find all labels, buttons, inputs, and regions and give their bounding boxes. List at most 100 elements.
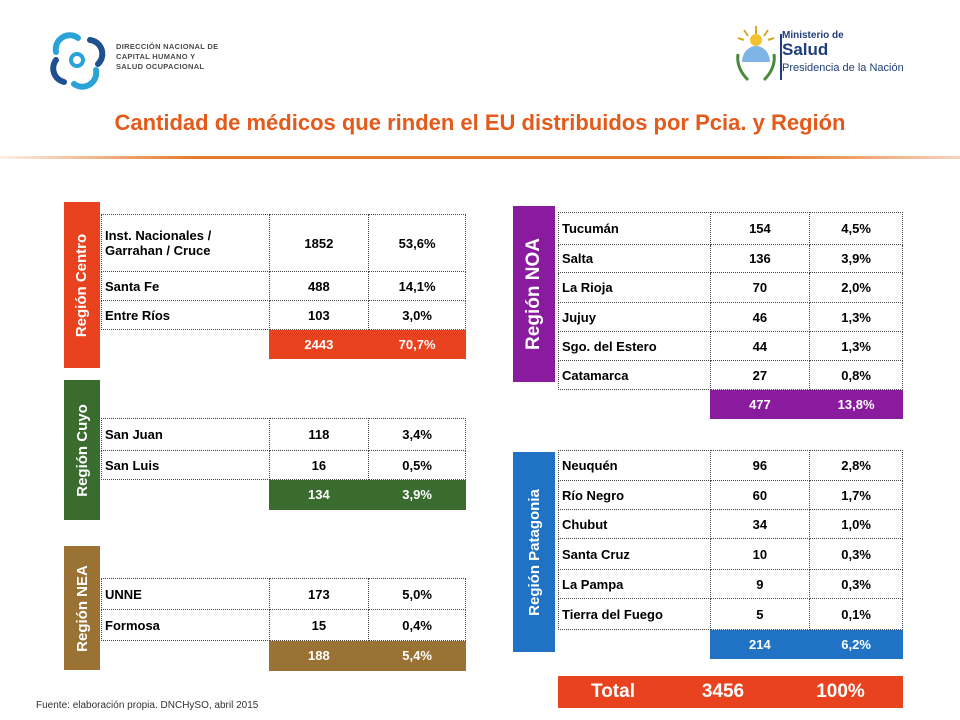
table-row: Entre Ríos 103 3,0%	[101, 300, 466, 330]
doctor-count: 173	[268, 578, 370, 610]
table-row: La Pampa 9 0,3%	[558, 569, 903, 599]
ministerio-salud-logo: Ministerio de Salud Presidencia de la Na…	[734, 24, 934, 88]
percentage: 0,4%	[368, 609, 466, 641]
percentage: 2,8%	[809, 450, 903, 481]
table-row: La Rioja 70 2,0%	[558, 272, 903, 303]
doctor-count: 27	[709, 360, 811, 390]
coat-of-arms-icon	[736, 26, 776, 82]
percentage: 3,0%	[368, 300, 466, 330]
doctor-count: 488	[268, 271, 370, 301]
table-row: Sgo. del Estero 44 1,3%	[558, 331, 903, 361]
logo-right-line-3: Presidencia de la Nación	[782, 62, 904, 74]
province-name: Formosa	[101, 609, 270, 641]
region-nea-label: Región NEA	[64, 546, 100, 670]
doctor-count: 103	[268, 300, 370, 330]
percentage: 2,0%	[809, 272, 903, 303]
province-name: Río Negro	[558, 480, 711, 510]
table-row: Chubut 34 1,0%	[558, 509, 903, 539]
doctor-count: 46	[709, 302, 811, 332]
percentage: 0,5%	[368, 450, 466, 480]
province-name: Inst. Nacionales / Garrahan / Cruce	[101, 214, 270, 272]
doctor-count: 1852	[268, 214, 370, 272]
subtotal-pct: 5,4%	[368, 640, 466, 671]
subtotal-count: 134	[269, 479, 369, 510]
subtotal-pct: 70,7%	[368, 329, 466, 359]
doctor-count: 118	[268, 418, 370, 451]
doctor-count: 9	[709, 569, 811, 599]
province-name: La Rioja	[558, 272, 711, 303]
table-region-nea: UNNE 173 5,0% Formosa 15 0,4% 188 5,4%	[101, 578, 466, 671]
grand-total-pct: 100%	[816, 681, 865, 702]
table-row: Tucumán 154 4,5%	[558, 212, 903, 245]
dnchyso-emblem-icon	[50, 32, 106, 90]
subtotal-row: 214 6,2%	[559, 629, 903, 659]
logo-right-line-2: Salud	[782, 40, 829, 59]
percentage: 14,1%	[368, 271, 466, 301]
region-patagonia-label: Región Patagonia	[513, 452, 555, 652]
table-row: Catamarca 27 0,8%	[558, 360, 903, 390]
subtotal-row: 477 13,8%	[559, 389, 903, 419]
province-name: Catamarca	[558, 360, 711, 390]
dnchyso-logo: DIRECCIÓN NACIONAL DE CAPITAL HUMANO Y S…	[44, 28, 244, 92]
percentage: 3,9%	[809, 244, 903, 273]
table-row: Río Negro 60 1,7%	[558, 480, 903, 510]
table-row: Salta 136 3,9%	[558, 244, 903, 273]
region-cuyo-label: Región Cuyo	[64, 380, 100, 520]
grand-total-label: Total	[591, 681, 635, 702]
province-name: Salta	[558, 244, 711, 273]
percentage: 4,5%	[809, 212, 903, 245]
table-row: Santa Cruz 10 0,3%	[558, 538, 903, 570]
table-row: Tierra del Fuego 5 0,1%	[558, 598, 903, 630]
subtotal-pct: 13,8%	[809, 389, 903, 419]
logo-left-line-3: SALUD OCUPACIONAL	[116, 62, 205, 71]
grand-total-count: 3456	[701, 681, 745, 702]
province-name: Jujuy	[558, 302, 711, 332]
percentage: 53,6%	[368, 214, 466, 272]
subtotal-pct: 3,9%	[368, 479, 466, 510]
province-name: Neuquén	[558, 450, 711, 481]
doctor-count: 16	[268, 450, 370, 480]
province-name: San Juan	[101, 418, 270, 451]
logo-left-line-1: DIRECCIÓN NACIONAL DE	[116, 42, 219, 51]
table-row: San Juan 118 3,4%	[101, 418, 466, 451]
table-region-noa: Tucumán 154 4,5% Salta 136 3,9% La Rioja 70 2,0%…	[558, 212, 903, 419]
region-centro-label: Región Centro	[64, 202, 100, 368]
doctor-count: 60	[709, 480, 811, 510]
percentage: 1,3%	[809, 302, 903, 332]
doctor-count: 70	[709, 272, 811, 303]
doctor-count: 154	[709, 212, 811, 245]
percentage: 1,0%	[809, 509, 903, 539]
province-name: Sgo. del Estero	[558, 331, 711, 361]
province-name: UNNE	[101, 578, 270, 610]
percentage: 0,3%	[809, 569, 903, 599]
subtotal-row: 134 3,9%	[102, 479, 466, 510]
region-noa-label: Región NOA	[513, 206, 555, 382]
percentage: 0,1%	[809, 598, 903, 630]
subtotal-row: 2443 70,7%	[102, 329, 466, 359]
province-name: San Luis	[101, 450, 270, 480]
doctor-count: 34	[709, 509, 811, 539]
subtotal-pct: 6,2%	[809, 629, 903, 659]
grand-total-bar: Total 3456 100%	[558, 676, 903, 708]
table-row: Neuquén 96 2,8%	[558, 450, 903, 481]
percentage: 3,4%	[368, 418, 466, 451]
subtotal-row: 188 5,4%	[102, 640, 466, 671]
logo-right-line-1: Ministerio de	[782, 30, 844, 41]
title-divider	[0, 156, 960, 159]
subtotal-count: 477	[710, 389, 810, 419]
table-region-cuyo: San Juan 118 3,4% San Luis 16 0,5% 134 3,9%	[101, 418, 466, 510]
province-name: Santa Cruz	[558, 538, 711, 570]
table-region-centro: Inst. Nacionales / Garrahan / Cruce 1852 5…	[101, 214, 466, 359]
province-name: Chubut	[558, 509, 711, 539]
province-name: Santa Fe	[101, 271, 270, 301]
subtotal-count: 214	[710, 629, 810, 659]
percentage: 0,3%	[809, 538, 903, 570]
table-row: San Luis 16 0,5%	[101, 450, 466, 480]
percentage: 0,8%	[809, 360, 903, 390]
table-row: Formosa 15 0,4%	[101, 609, 466, 641]
doctor-count: 5	[709, 598, 811, 630]
doctor-count: 15	[268, 609, 370, 641]
doctor-count: 96	[709, 450, 811, 481]
table-row: Santa Fe 488 14,1%	[101, 271, 466, 301]
table-row: UNNE 173 5,0%	[101, 578, 466, 610]
